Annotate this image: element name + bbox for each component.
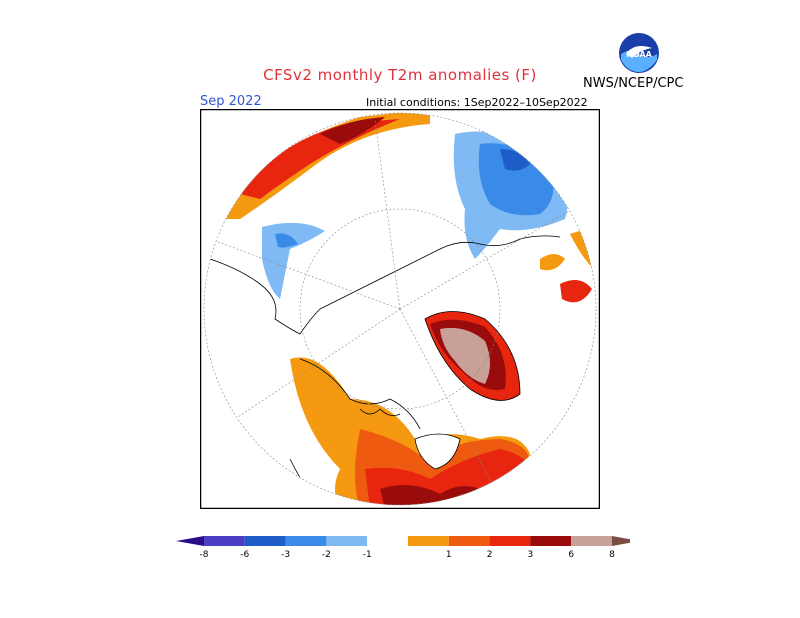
color-legend: -8 -6 -3 -2 -1 1 2 3 6 8: [176, 536, 630, 560]
legend-arrow-right: [612, 536, 630, 546]
legend-arrow-left: [176, 536, 204, 546]
map-edge: [203, 112, 597, 506]
warm-patch-east: [540, 254, 565, 271]
anomaly-map: [200, 109, 600, 509]
hot-patch-east: [560, 280, 592, 303]
coastlines: [209, 235, 561, 495]
legend-tick-label: 2: [487, 550, 493, 560]
very-hot-region-north-pacific: [320, 117, 385, 144]
agency-label: NWS/NCEP/CPC: [583, 76, 684, 91]
legend-swatch-above_8: [571, 536, 612, 546]
initial-conditions-label: Initial conditions: 1Sep2022–10Sep2022: [366, 96, 588, 109]
legend-tick-label: 3: [528, 550, 534, 560]
legend-tick-label: 6: [568, 550, 574, 560]
map-title: CFSv2 monthly T2m anomalies (F): [263, 66, 537, 84]
warm-region-north-pacific: [220, 113, 430, 219]
legend-tick-label: -2: [322, 550, 331, 560]
logo-text: NOAA: [626, 50, 652, 59]
legend-swatch-6_8: [530, 536, 572, 546]
legend-tick-label: -6: [240, 550, 249, 560]
legend-swatch--1_1: [367, 536, 408, 546]
legend-tick-label: -3: [281, 550, 290, 560]
graticule: [209, 118, 591, 500]
legend-tick-label: -1: [363, 550, 372, 560]
legend-swatch--8_-6: [204, 536, 245, 546]
colder-region-west: [275, 233, 298, 248]
coldest-region-siberia: [500, 149, 530, 171]
legend-tick-label: 8: [609, 550, 615, 560]
white-region-hudson: [415, 434, 460, 469]
legend-swatch--6_-3: [244, 536, 286, 546]
legend-swatch-2_3: [448, 536, 490, 546]
legend-swatch-1_2: [408, 536, 449, 546]
extreme-region-greenland: [440, 327, 490, 384]
legend-tick-label: 1: [446, 550, 452, 560]
hot-region-north-pacific: [240, 119, 400, 199]
legend-swatch-3_6: [489, 536, 531, 546]
noaa-logo-icon: NOAA: [619, 33, 659, 73]
legend-swatch--2_-1: [326, 536, 368, 546]
legend-swatch--3_-2: [285, 536, 327, 546]
month-label: Sep 2022: [200, 94, 262, 109]
legend-tick-label: -8: [200, 550, 209, 560]
